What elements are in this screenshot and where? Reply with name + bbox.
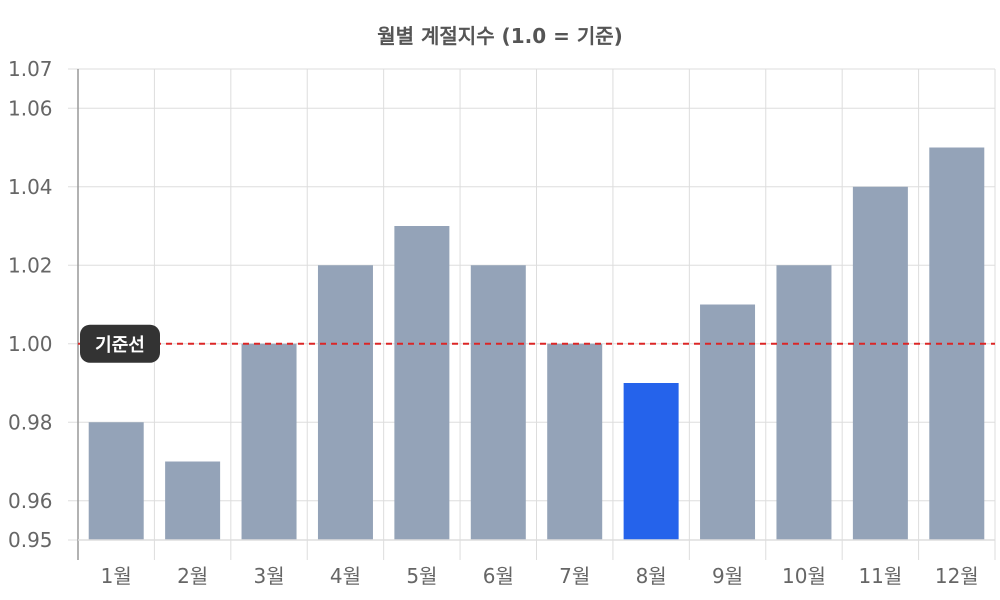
x-tick-label: 10월 xyxy=(782,564,826,588)
bar xyxy=(394,226,450,540)
reference-line-badge xyxy=(80,324,160,363)
grid xyxy=(78,68,996,560)
y-tick-label: 1.04 xyxy=(8,175,53,199)
bar xyxy=(470,265,526,540)
bar xyxy=(88,422,144,540)
x-tick-label: 6월 xyxy=(483,564,514,588)
bar xyxy=(165,461,221,540)
x-tick-label: 3월 xyxy=(253,564,284,588)
x-tick-label: 4월 xyxy=(330,564,361,588)
x-tick-label: 12월 xyxy=(935,564,979,588)
bar xyxy=(852,186,908,540)
chart-title: 월별 계절지수 (1.0 = 기준) xyxy=(377,24,623,48)
y-tick-label: 1.00 xyxy=(8,332,53,356)
x-tick-label: 2월 xyxy=(177,564,208,588)
x-tick-label: 1월 xyxy=(101,564,132,588)
bars xyxy=(88,147,985,540)
x-tick-label: 5월 xyxy=(406,564,437,588)
x-tick-label: 7월 xyxy=(559,564,590,588)
reference-line-label: 기준선 xyxy=(95,335,145,356)
y-tick-label: 1.07 xyxy=(8,57,53,81)
x-tick-label: 8월 xyxy=(636,564,667,588)
bar xyxy=(700,304,756,540)
bar xyxy=(776,265,832,540)
bar-highlighted xyxy=(623,383,679,540)
axes: 0.95 0.96 0.98 1.00 1.02 1.04 1.06 1.07 1월 2월 3월 4월… xyxy=(8,57,995,588)
y-tick-label: 0.96 xyxy=(8,489,53,513)
y-tick-label: 1.02 xyxy=(8,253,53,277)
y-tick-label: 0.98 xyxy=(8,410,53,434)
reference-line-group: 기준선 xyxy=(78,324,995,363)
y-tick-label: 0.95 xyxy=(8,528,53,552)
bar xyxy=(241,343,297,540)
bar xyxy=(547,343,603,540)
x-tick-label: 11월 xyxy=(858,564,902,588)
bar xyxy=(317,265,373,540)
x-tick-label: 9월 xyxy=(712,564,743,588)
y-tick-label: 1.06 xyxy=(8,96,53,120)
